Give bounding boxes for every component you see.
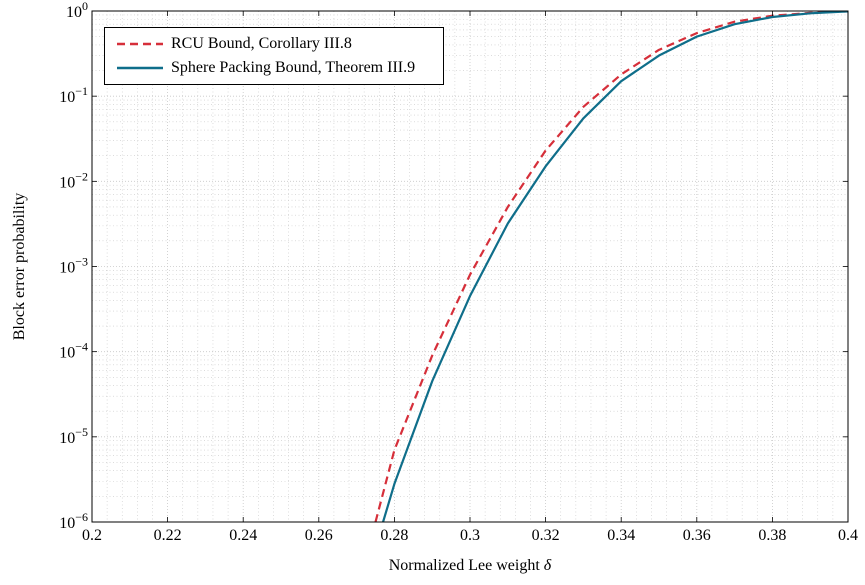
x-tick-label: 0.24: [229, 527, 257, 544]
legend-line-sphere-packing: [117, 66, 163, 70]
y-tick-label-base: 10: [59, 430, 75, 447]
y-tick-label-exponent: −3: [75, 255, 88, 269]
legend: RCU Bound, Corollary III.8 Sphere Packin…: [104, 27, 444, 85]
x-tick-label: 0.3: [460, 527, 480, 544]
y-tick-label: 10−1: [59, 84, 88, 106]
y-tick-label: 10−4: [59, 340, 88, 362]
series-layer: [374, 11, 848, 522]
y-tick-label: 10−5: [59, 425, 88, 447]
y-tick-label-exponent: −4: [75, 340, 88, 354]
y-tick-label-base: 10: [59, 260, 75, 277]
legend-item-rcu: RCU Bound, Corollary III.8: [105, 33, 352, 55]
legend-item-sphere-packing: Sphere Packing Bound, Theorem III.9: [105, 57, 415, 79]
x-tick-label: 0.28: [380, 527, 408, 544]
y-tick-label: 10−6: [59, 510, 88, 532]
x-tick-label: 0.4: [838, 527, 858, 544]
ticks: 0.2 0.22 0.24 0.26 0.28 0.3 0.32 0.34 0.36 0.38 0.…: [59, 0, 858, 544]
x-axis-label-text: Normalized Lee weight: [389, 557, 544, 574]
y-tick-label: 10−3: [59, 255, 88, 277]
x-tick-label: 0.34: [607, 527, 635, 544]
series-line-rcu: [374, 11, 848, 522]
x-tick-label: 0.38: [758, 527, 786, 544]
y-tick-label-base: 10: [59, 345, 75, 362]
y-tick-label-exponent: −1: [75, 84, 88, 98]
y-tick-label: 100: [66, 0, 88, 21]
y-tick-label-base: 10: [59, 89, 75, 106]
x-tick-label: 0.36: [683, 527, 711, 544]
x-axis-label: Normalized Lee weight δ: [389, 557, 552, 574]
y-tick-label-base: 10: [59, 174, 75, 191]
x-tick-label: 0.22: [154, 527, 182, 544]
grid: [91, 11, 849, 523]
y-tick-label-exponent: −5: [75, 425, 88, 439]
y-tick-label: 10−2: [59, 169, 88, 191]
x-tick-label: 0.32: [532, 527, 560, 544]
y-tick-label-exponent: −6: [75, 510, 88, 524]
y-tick-label-exponent: −2: [75, 169, 88, 183]
x-tick-label: 0.26: [305, 527, 333, 544]
y-tick-label-base: 10: [59, 515, 75, 532]
legend-label-rcu: RCU Bound, Corollary III.8: [171, 35, 352, 52]
legend-line-rcu: [117, 42, 163, 46]
y-axis-label: Block error probability: [11, 193, 28, 341]
x-tick-label: 0.2: [82, 527, 102, 544]
legend-label-sphere-packing: Sphere Packing Bound, Theorem III.9: [171, 59, 416, 76]
x-axis-label-symbol: δ: [544, 557, 552, 574]
series-line-sphere-packing: [382, 11, 848, 522]
y-tick-label-base: 10: [66, 4, 82, 21]
y-tick-label-exponent: 0: [82, 0, 88, 13]
